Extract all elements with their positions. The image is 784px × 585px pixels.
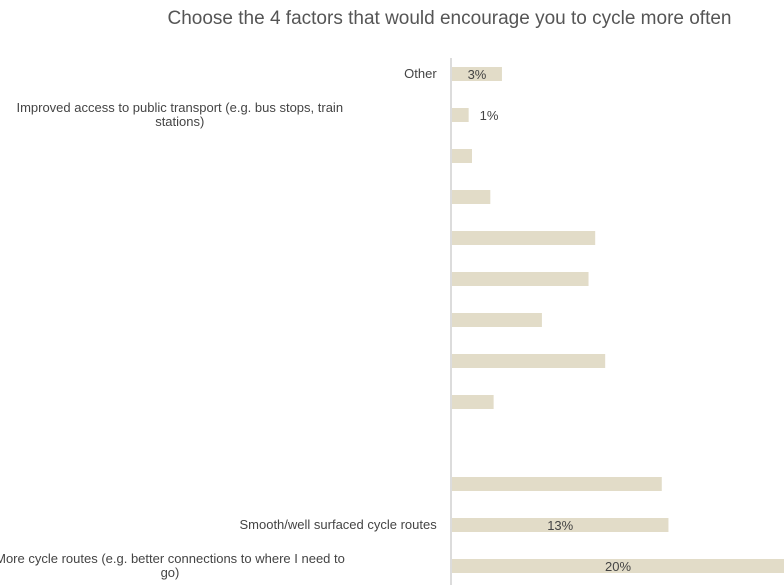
bar bbox=[452, 190, 491, 204]
bar bbox=[452, 477, 662, 491]
bar bbox=[452, 559, 784, 573]
value-label: 1% bbox=[480, 108, 499, 123]
category-label: Improved access to public transport (e.g… bbox=[16, 100, 343, 129]
value-label: 20% bbox=[605, 559, 631, 574]
category-label-group: Other Improved access to public transport… bbox=[0, 66, 437, 580]
value-label: 3% bbox=[468, 67, 487, 82]
value-label: 13% bbox=[547, 518, 573, 533]
bar bbox=[452, 108, 469, 122]
bar bbox=[452, 67, 502, 81]
bar bbox=[452, 231, 596, 245]
category-label: Other bbox=[404, 66, 437, 81]
bar bbox=[452, 354, 606, 368]
bar bbox=[452, 149, 472, 163]
bar bbox=[452, 272, 589, 286]
chart-title: Choose the 4 factors that would encourag… bbox=[167, 8, 732, 29]
bar bbox=[452, 395, 494, 409]
category-label: More cycle routes (e.g. better connectio… bbox=[0, 551, 345, 580]
bar bbox=[452, 313, 542, 327]
value-label-group: 3% 1% 13% 20% bbox=[468, 67, 632, 574]
category-label: Smooth/well surfaced cycle routes bbox=[239, 517, 437, 532]
bar bbox=[452, 518, 669, 532]
bar-group bbox=[452, 67, 784, 573]
